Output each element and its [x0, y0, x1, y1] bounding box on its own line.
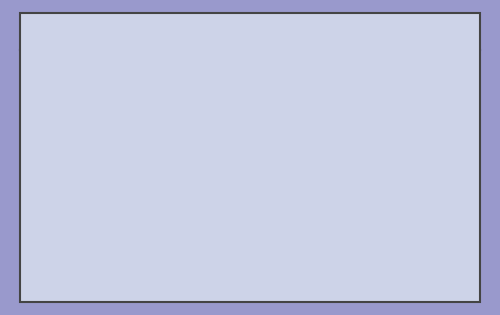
- Text: Pivotal Experience:
Intense Emotions,
Visions, Perception of
Supernatural Agency: Pivotal Experience: Intense Emotions, Vi…: [228, 146, 336, 208]
- Text: After-effects:
Positive Emotions,
Updated Beliefs: After-effects: Positive Emotions, Update…: [342, 146, 434, 182]
- Text: Spiritual
Experience: Spiritual Experience: [28, 146, 91, 168]
- Text: Stage 1: Stage 1: [112, 33, 158, 46]
- Text: Psychedelic: Psychedelic: [28, 71, 94, 81]
- Text: Peak: Intense
Emotions, Awe,
Visions,
Disembodiment: Peak: Intense Emotions, Awe, Visions, Di…: [228, 71, 306, 119]
- Text: Psychosis: Recurrent
Hallucinations,
Delusions, Thought
Disorder: Psychosis: Recurrent Hallucinations, Del…: [342, 225, 446, 274]
- Text: Psychotic
Experience: Psychotic Experience: [28, 225, 91, 247]
- Text: Premorbid: Stress,
Anxiety, Withdrawal;
Prodromal: Unusual
Experiences/Beliefs: Premorbid: Stress, Anxiety, Withdrawal; …: [112, 225, 216, 274]
- Text: Comedown: Positive
Emotions, Reflection,
Insight: Comedown: Positive Emotions, Reflection,…: [342, 71, 448, 106]
- Text: Comeup: Aversive
Illness-like State;
Resembles Acute
Stress Reaction: Comeup: Aversive Illness-like State; Res…: [112, 71, 202, 119]
- Text: Stage 2: Stage 2: [228, 33, 273, 46]
- Text: Background
Conditions: Distal
Stressors; Proximal
Changes in Focus: Background Conditions: Distal Stressors;…: [112, 146, 208, 195]
- Text: Experience: Experience: [28, 33, 93, 46]
- Text: Incipient Psychosis:
Voices, Visions,
Intense Emotions: Incipient Psychosis: Voices, Visions, In…: [228, 225, 325, 261]
- Text: Stage 3: Stage 3: [342, 33, 388, 46]
